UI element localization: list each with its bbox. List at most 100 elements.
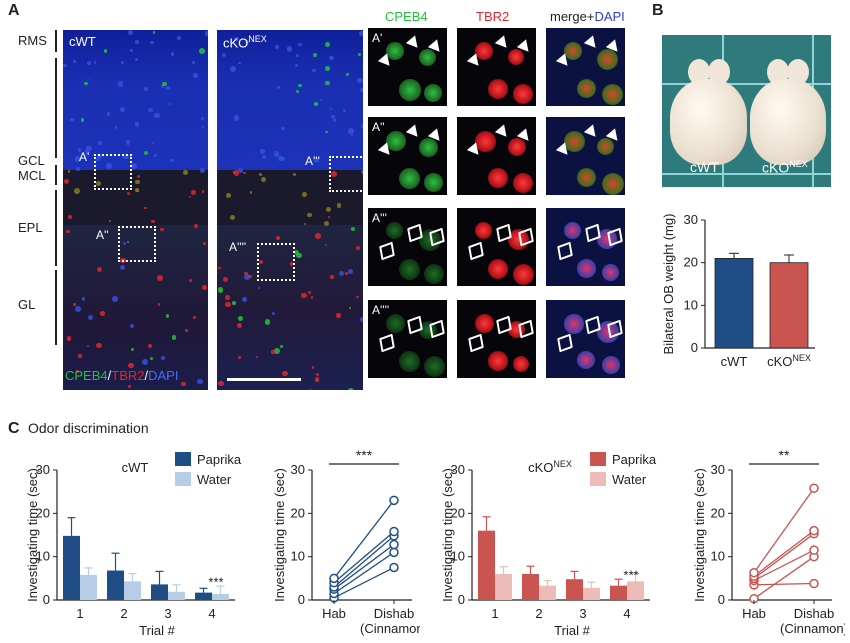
x-axis-label: Trial #: [139, 623, 175, 638]
cell-dot: [70, 117, 74, 122]
cwt-paired-chart: 0 10 20 30 Investigating time (sec) Hab Dishab…: [272, 447, 420, 636]
box-a4-label: A'''': [229, 240, 247, 254]
paired-line-4: [333, 535, 395, 588]
cell-dot: [161, 81, 167, 87]
cell-dot: [160, 228, 164, 232]
box-a2-label: A'': [96, 228, 109, 242]
cell-body: [399, 259, 421, 281]
cell-dot: [357, 52, 362, 57]
cell-dot: [142, 359, 148, 366]
brain-cwt-bulb-left: [688, 59, 710, 85]
layer-label-gcl: GCL: [18, 153, 45, 168]
cell-dot: [161, 356, 166, 361]
cell-dot: [148, 344, 153, 348]
paired-line-6: [753, 487, 815, 574]
x-tick-label: 4: [208, 606, 215, 621]
cell-dot: [182, 170, 188, 176]
cell-dot: [281, 126, 285, 131]
cell-dot: [201, 126, 204, 129]
cell-dot: [276, 85, 280, 89]
cell-dot: [200, 116, 204, 120]
cell-dot: [226, 192, 231, 198]
cell-dot: [259, 173, 263, 176]
cell-dot: [275, 44, 280, 49]
cell-dot: [360, 123, 363, 130]
cell-dot: [170, 51, 175, 56]
cell-dot: [330, 275, 334, 279]
cell-dot: [199, 48, 206, 54]
cell-dot: [87, 314, 93, 320]
cell-dot: [106, 112, 111, 116]
significance-mark: **: [779, 447, 790, 463]
cell-dot: [74, 43, 77, 46]
box-a1: [94, 154, 132, 190]
x-tick-label: Dishab: [374, 606, 414, 621]
cell-dot: [190, 189, 196, 195]
cell-body: [386, 314, 406, 334]
cell-dot: [188, 195, 191, 199]
grid-line: [662, 173, 831, 175]
paired-point: [389, 495, 399, 506]
cell-dot: [289, 262, 294, 266]
cell-dot: [233, 170, 240, 176]
cell-dot: [73, 188, 80, 195]
arrowhead-open: [518, 227, 534, 247]
cell-dot: [234, 36, 239, 42]
tile-row-label: A'''': [372, 303, 390, 317]
cell-dot: [343, 108, 347, 112]
photo-label-cko-base: cKO: [762, 159, 790, 176]
tile-merge-row2: [546, 117, 625, 195]
cell-body: [564, 314, 584, 334]
cell-dot: [96, 266, 102, 272]
tile-cpeb4-row2: A'': [368, 117, 447, 195]
paired-line-3: [333, 544, 395, 590]
significance-mark: ***: [356, 447, 373, 463]
col-header-merge-text: merge+: [550, 9, 595, 24]
cell-body: [419, 138, 439, 158]
cell-dot: [197, 378, 203, 385]
cell-body: [475, 131, 496, 152]
box-a3: [329, 156, 363, 192]
scale-bar: [227, 378, 301, 381]
cell-body: [564, 222, 582, 240]
paired-point: [809, 483, 819, 493]
cell-body: [508, 49, 525, 66]
paired-line-6: [333, 499, 395, 579]
cell-dot: [181, 381, 186, 387]
col-header-tbr2: TBR2: [476, 9, 510, 24]
cell-dot: [108, 219, 111, 223]
cell-body: [424, 264, 445, 285]
y-axis-label: Investigating time (sec): [440, 468, 455, 602]
cell-dot: [325, 66, 330, 71]
cell-dot: [338, 270, 345, 277]
cell-dot: [261, 177, 267, 183]
y-tick-label: 20: [711, 505, 725, 520]
x-tick-label: cKONEX: [767, 353, 811, 369]
cell-dot: [154, 112, 160, 119]
cwt-micrograph: cWT A' A'' CPEB4/TBR2/DAPI: [63, 30, 208, 390]
y-tick-label: 0: [43, 592, 50, 607]
cell-dot: [249, 190, 253, 194]
paired-line-5: [333, 531, 395, 584]
cell-dot: [75, 305, 81, 312]
bar-paprika-trial2: [107, 570, 124, 600]
bar-paprika-trial4: [195, 592, 212, 600]
x-tick-label: Hab: [322, 606, 346, 621]
cell-dot: [262, 155, 267, 160]
brain-cko-bulb-right: [787, 59, 809, 85]
cell-dot: [314, 232, 321, 239]
cell-dot: [260, 149, 265, 154]
tile-merge-row1: [546, 28, 625, 106]
cell-dot: [242, 171, 246, 175]
panel-c-letter: C: [8, 420, 20, 437]
brain-cwt: [670, 79, 747, 165]
col-header-cpeb4: CPEB4: [385, 9, 428, 24]
cell-body: [597, 49, 619, 71]
legend-cpeb4: CPEB4: [65, 368, 108, 383]
x-tick-label: Hab: [742, 606, 766, 621]
box-a1-label: A': [79, 150, 90, 164]
cell-dot: [241, 296, 248, 303]
cell-dot: [135, 179, 140, 185]
y-axis-label: Investigating time (sec): [692, 468, 707, 602]
tile-tbr2-row2: [457, 117, 536, 195]
